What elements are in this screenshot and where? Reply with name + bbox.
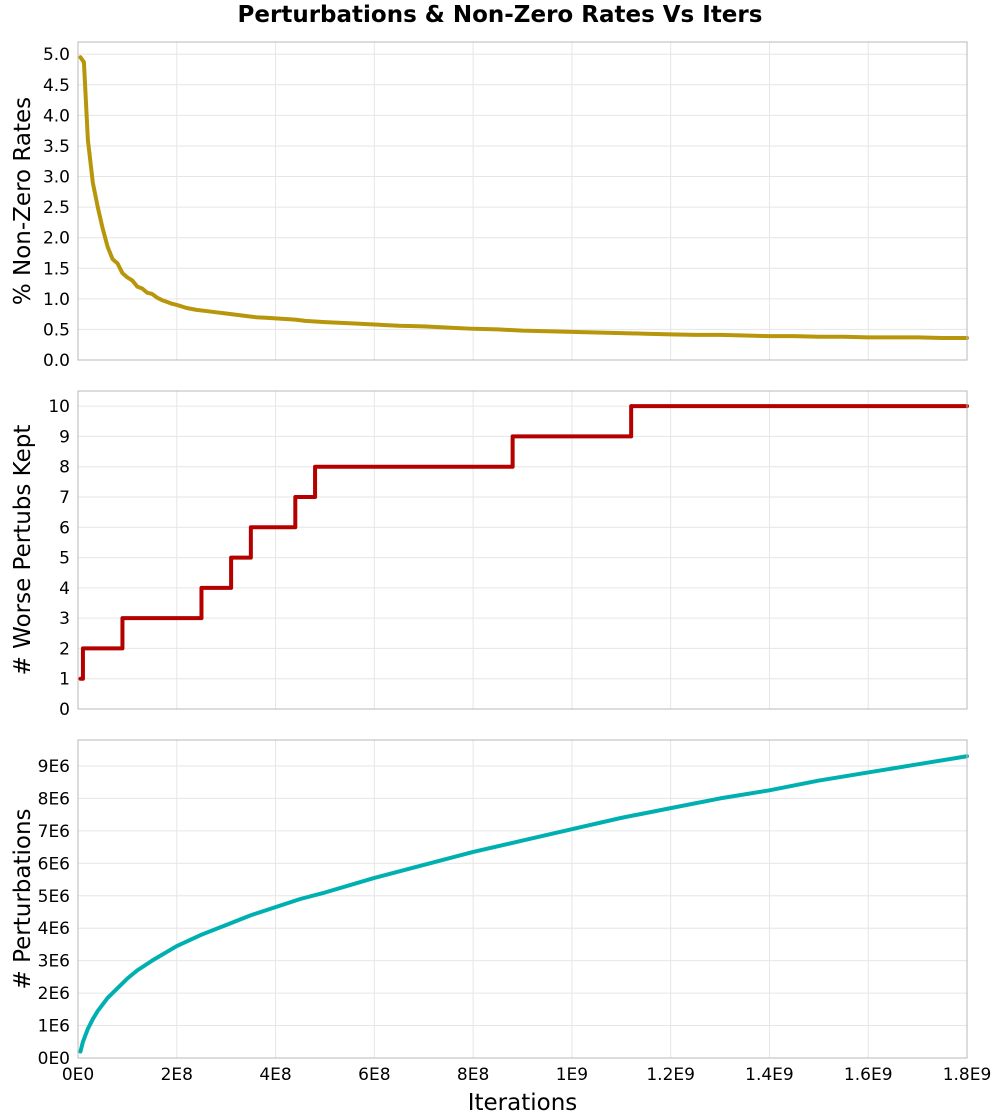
y-tick-label: 9 [59, 427, 70, 447]
y-tick-label: 5.0 [43, 45, 70, 65]
x-tick-label: 2E8 [161, 1065, 193, 1085]
y-tick-label: 8 [59, 458, 70, 478]
panel-3: 0E0 1E6 2E6 3E6 4E6 5E6 6E6 7E6 8E6 9E6 # Perturba… [10, 739, 969, 1069]
x-tick-label: 1.2E9 [646, 1065, 695, 1085]
x-tick-label: 0E0 [62, 1065, 94, 1085]
y-tick-label: 6E6 [38, 854, 70, 874]
x-tick-label: 1E9 [556, 1065, 588, 1085]
plot-frame [77, 739, 968, 1059]
y-tick-label: 3 [59, 609, 70, 629]
y-tick-label: 6 [59, 518, 70, 538]
y-tick-label: 0.5 [43, 320, 70, 340]
y-tick-label: 5E6 [38, 887, 70, 907]
y-tick-label: 1.0 [43, 290, 70, 310]
x-tick-label: 1.4E9 [745, 1065, 794, 1085]
series-line [78, 754, 969, 1054]
x-tick-label: 6E8 [358, 1065, 390, 1085]
y-tick-label: 1 [59, 670, 70, 690]
y-tick-label: 3.5 [43, 137, 70, 157]
y-tick-label: 3.0 [43, 168, 70, 188]
y-tick-label: 7 [59, 488, 70, 508]
series-line [78, 404, 969, 681]
y-tick-label: 3E6 [38, 952, 70, 972]
plot-frame [77, 41, 968, 361]
x-tick-label: 1.6E9 [844, 1065, 893, 1085]
x-tick-label: 4E8 [259, 1065, 291, 1085]
y-tick-label: 7E6 [38, 822, 70, 842]
panel-2: 0 1 2 3 4 5 6 7 8 9 10 # Worse Pertubs Kept [10, 390, 969, 720]
panel-1: 0.0 0.5 1.0 1.5 2.0 2.5 3.0 3.5 4.0 4.5 5.0 % Non-Z… [10, 41, 969, 371]
y-tick-label: 2.0 [43, 229, 70, 249]
y-tick-label: 1.5 [43, 259, 70, 279]
chart-title: Perturbations & Non-Zero Rates Vs Iters [237, 2, 763, 28]
y-tick-label: 2.5 [43, 198, 70, 218]
y-axis-label: # Perturbations [10, 808, 36, 989]
y-tick-label: 10 [48, 397, 70, 417]
y-tick-label: 0 [59, 700, 70, 720]
y-tick-label: 4E6 [38, 919, 70, 939]
y-tick-label: 0E0 [38, 1049, 70, 1069]
y-tick-label: 1E6 [38, 1017, 70, 1037]
y-tick-label: 4.0 [43, 106, 70, 126]
y-tick-label: 5 [59, 549, 70, 569]
y-tick-label: 2 [59, 639, 70, 659]
y-tick-label: 8E6 [38, 789, 70, 809]
y-axis-label: % Non-Zero Rates [10, 97, 36, 305]
y-tick-label: 2E6 [38, 984, 70, 1004]
y-tick-label: 4.5 [43, 76, 70, 96]
y-tick-label: 4 [59, 579, 70, 599]
plot-frame [77, 390, 968, 710]
y-tick-label: 0.0 [43, 351, 70, 371]
x-axis-label: Iterations [468, 1090, 578, 1116]
y-axis-label: # Worse Pertubs Kept [10, 425, 36, 676]
series-line [78, 55, 969, 340]
x-tick-label: 8E8 [457, 1065, 489, 1085]
x-tick-label: 1.8E9 [943, 1065, 992, 1085]
y-tick-label: 9E6 [38, 757, 70, 777]
